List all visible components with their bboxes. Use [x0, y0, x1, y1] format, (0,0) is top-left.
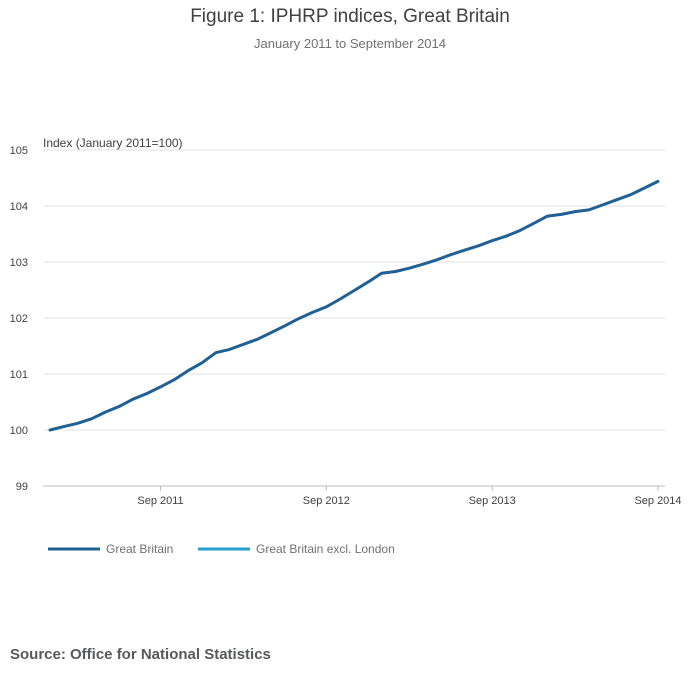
y-tick-labels: 99 100 101 102 103 104 105: [10, 145, 28, 493]
x-tick-label: Sep 2012: [303, 495, 350, 507]
series-line-1: [48, 179, 660, 432]
y-tick-label: 103: [10, 257, 28, 269]
gridlines: [43, 149, 665, 487]
legend: Great Britain Great Britain excl. London: [48, 542, 395, 556]
legend-label[interactable]: Great Britain: [106, 542, 173, 556]
y-tick-label: 102: [10, 313, 28, 325]
x-tick-label: Sep 2014: [634, 495, 681, 507]
chart-title: Figure 1: IPHRP indices, Great Britain: [190, 6, 510, 27]
y-tick-label: 104: [10, 201, 28, 213]
y-tick-label: 100: [10, 425, 28, 437]
y-axis-label: Index (January 2011=100): [43, 136, 183, 150]
x-tick-label: Sep 2011: [137, 495, 183, 507]
series-lines: [48, 179, 660, 432]
chart-subtitle: January 2011 to September 2014: [253, 36, 446, 51]
y-tick-label: 101: [10, 369, 28, 381]
y-tick-label: 105: [10, 145, 28, 157]
source-note: Source: Office for National Statistics: [10, 646, 271, 663]
x-axis: Sep 2011 Sep 2012 Sep 2013 Sep 2014: [137, 486, 682, 507]
y-tick-label: 99: [16, 481, 28, 493]
legend-label[interactable]: Great Britain excl. London: [256, 542, 395, 556]
x-tick-label: Sep 2013: [469, 495, 516, 507]
